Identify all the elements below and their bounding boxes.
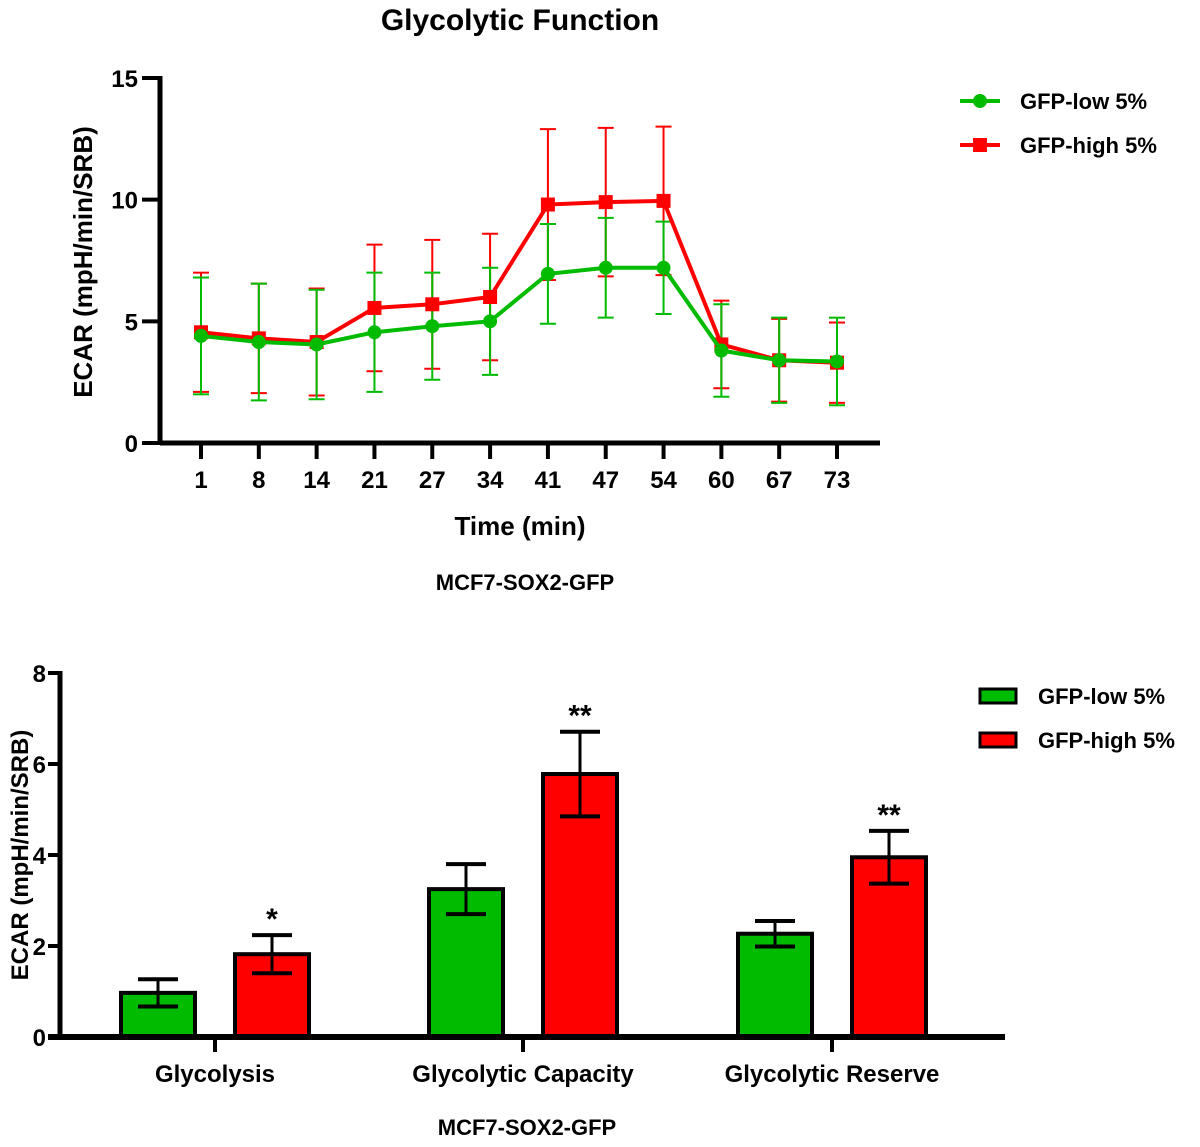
data-point — [598, 195, 613, 210]
line-chart-xlabel: Time (min) — [455, 511, 586, 541]
legend-label: GFP-low 5% — [1020, 89, 1147, 114]
y-tick-label: 5 — [125, 309, 138, 336]
legend-marker — [973, 94, 987, 108]
y-tick-label: 0 — [125, 431, 138, 458]
legend-marker — [973, 138, 987, 152]
x-tick-label: 54 — [650, 467, 677, 494]
data-point — [540, 266, 555, 281]
line-chart-title: Glycolytic Function — [381, 4, 659, 37]
x-tick-label: 34 — [477, 467, 504, 494]
data-point — [830, 354, 844, 369]
legend-swatch — [978, 731, 1018, 749]
legend-swatch — [978, 687, 1018, 705]
data-point — [598, 260, 613, 275]
data-point — [483, 290, 498, 304]
x-tick-label: Glycolytic Reserve — [725, 1061, 940, 1088]
legend-label: GFP-high 5% — [1038, 728, 1175, 753]
bar — [736, 931, 814, 1040]
data-point — [251, 335, 266, 350]
data-point — [656, 260, 671, 275]
x-tick-label: 21 — [361, 467, 388, 494]
y-tick-label: 2 — [33, 934, 46, 961]
significance-label: ** — [877, 799, 901, 832]
x-tick-label: Glycolytic Capacity — [412, 1061, 634, 1088]
significance-label: * — [266, 903, 278, 936]
data-point — [309, 337, 324, 352]
data-point — [540, 197, 555, 212]
x-tick-label: 73 — [824, 467, 851, 494]
x-tick-label: 41 — [535, 467, 562, 494]
data-point — [483, 314, 498, 329]
x-tick-label: 47 — [592, 467, 619, 494]
significance-label: ** — [568, 700, 592, 733]
x-tick-label: 1 — [194, 467, 207, 494]
x-tick-label: 8 — [252, 467, 265, 494]
x-tick-label: 60 — [708, 467, 735, 494]
series-line — [200, 198, 838, 365]
line-chart-ylabel: ECAR (mpH/min/SRB) — [68, 126, 98, 398]
y-tick-label: 6 — [33, 752, 46, 779]
x-tick-label: Glycolysis — [155, 1061, 275, 1088]
y-tick-label: 15 — [111, 66, 138, 93]
series-line — [200, 265, 838, 364]
y-tick-label: 4 — [33, 843, 47, 870]
data-point — [367, 325, 382, 340]
data-point — [425, 297, 440, 312]
y-tick-label: 8 — [33, 661, 46, 688]
x-tick-label: 27 — [419, 467, 446, 494]
legend-label: GFP-high 5% — [1020, 133, 1157, 158]
bar-chart-xlabel: MCF7-SOX2-GFP — [438, 1115, 616, 1140]
x-tick-label: 14 — [303, 467, 330, 494]
legend-label: GFP-low 5% — [1038, 684, 1165, 709]
y-tick-label: 10 — [111, 188, 138, 215]
data-point — [194, 328, 208, 343]
data-point — [367, 300, 382, 315]
line-chart-subtitle: MCF7-SOX2-GFP — [436, 570, 614, 595]
data-point — [714, 343, 729, 358]
data-point — [656, 193, 671, 208]
bar-chart-ylabel: ECAR (mpH/min/SRB) — [7, 730, 34, 981]
data-point — [772, 353, 787, 368]
y-tick-label: 0 — [33, 1025, 46, 1052]
x-tick-label: 67 — [766, 467, 793, 494]
data-point — [425, 319, 440, 334]
